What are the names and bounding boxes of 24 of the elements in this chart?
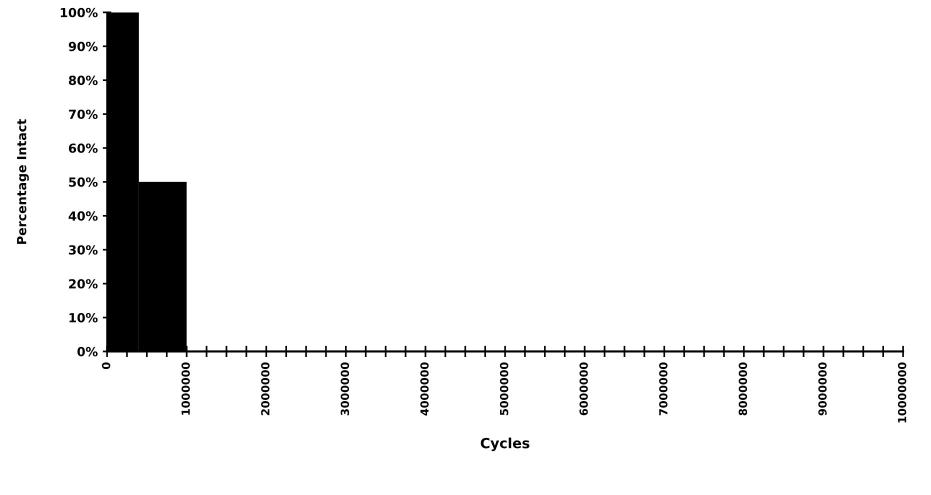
y-tick-label: 80% — [68, 76, 98, 86]
x-tick-label: 3000000 — [340, 362, 350, 416]
x-tick-label: 5000000 — [500, 362, 508, 416]
x-tick-label: 2000000 — [261, 362, 270, 416]
y-tick-label: 0% — [77, 346, 98, 356]
y-tick-label: 70% — [68, 110, 98, 120]
x-tick-label: 0 — [102, 362, 110, 370]
x-tick-label: 1000000 — [181, 362, 190, 415]
x-tick-label: 10000000 — [898, 362, 906, 422]
y-tick-label: 40% — [68, 211, 98, 221]
y-tick-label: 20% — [69, 279, 98, 289]
y-axis-title: Percentage Intact — [17, 119, 29, 244]
y-tick-label: 90% — [68, 42, 98, 52]
x-tick-label: 4000000 — [420, 362, 429, 416]
y-tick-label: 30% — [68, 245, 98, 255]
x-tick-label: 8000000 — [738, 362, 748, 416]
x-tick-label: 6000000 — [579, 362, 588, 416]
y-tick-label: 10% — [70, 313, 98, 322]
y-tick-label: 50% — [69, 177, 98, 187]
y-tick-label: 60% — [68, 143, 98, 153]
x-axis-title: Cycles — [480, 438, 530, 452]
y-tick-label: 100% — [60, 8, 98, 18]
x-tick-label: 7000000 — [659, 362, 668, 416]
x-tick-label: 9000000 — [818, 362, 827, 416]
